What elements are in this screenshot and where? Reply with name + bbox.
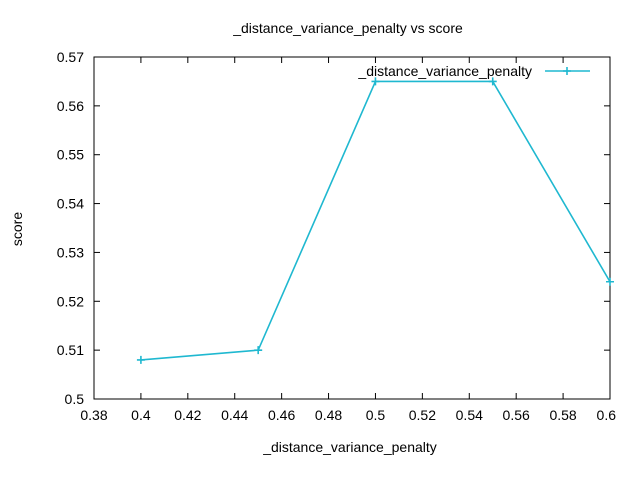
x-tick-label: 0.44 <box>221 407 248 423</box>
data-point <box>606 277 614 286</box>
x-tick-label: 0.6 <box>597 407 617 423</box>
series-line <box>140 80 611 361</box>
data-point <box>136 355 145 364</box>
y-tick-label: 0.54 <box>57 196 84 212</box>
data-point <box>371 77 380 86</box>
x-tick-label: 0.52 <box>409 407 436 423</box>
legend: _distance_variance_penalty <box>357 63 590 79</box>
x-tick-label: 0.46 <box>268 407 295 423</box>
series-group <box>136 77 614 364</box>
y-tick-label: 0.57 <box>57 49 84 65</box>
x-tick-label: 0.42 <box>174 407 201 423</box>
x-axis-label: _distance_variance_penalty <box>262 439 437 455</box>
data-point <box>254 346 263 355</box>
x-ticks: 0.38 0.4 0.42 0.44 0.46 0.48 0.5 0.52 0.54 0.56 0.… <box>80 57 616 423</box>
x-tick-label: 0.5 <box>366 407 386 423</box>
y-tick-label: 0.52 <box>57 293 84 309</box>
legend-sample <box>545 67 590 75</box>
x-tick-label: 0.4 <box>131 407 151 423</box>
legend-label: _distance_variance_penalty <box>357 63 532 79</box>
x-tick-label: 0.54 <box>456 407 483 423</box>
y-ticks: 0.5 0.51 0.52 0.53 0.54 0.55 0.56 0.57 <box>57 49 610 407</box>
y-tick-label: 0.55 <box>57 147 84 163</box>
plot-frame <box>93 56 611 400</box>
chart-title: _distance_variance_penalty vs score <box>232 20 463 36</box>
x-tick-label: 0.56 <box>503 407 530 423</box>
x-tick-label: 0.48 <box>315 407 342 423</box>
x-tick-label: 0.38 <box>80 407 107 423</box>
legend-marker <box>563 67 571 75</box>
y-tick-label: 0.51 <box>57 342 84 358</box>
y-tick-label: 0.5 <box>65 391 85 407</box>
y-axis-label: score <box>9 212 25 246</box>
y-tick-label: 0.53 <box>57 244 84 260</box>
data-point <box>488 77 497 86</box>
x-tick-label: 0.58 <box>549 407 576 423</box>
y-tick-label: 0.56 <box>57 98 84 114</box>
